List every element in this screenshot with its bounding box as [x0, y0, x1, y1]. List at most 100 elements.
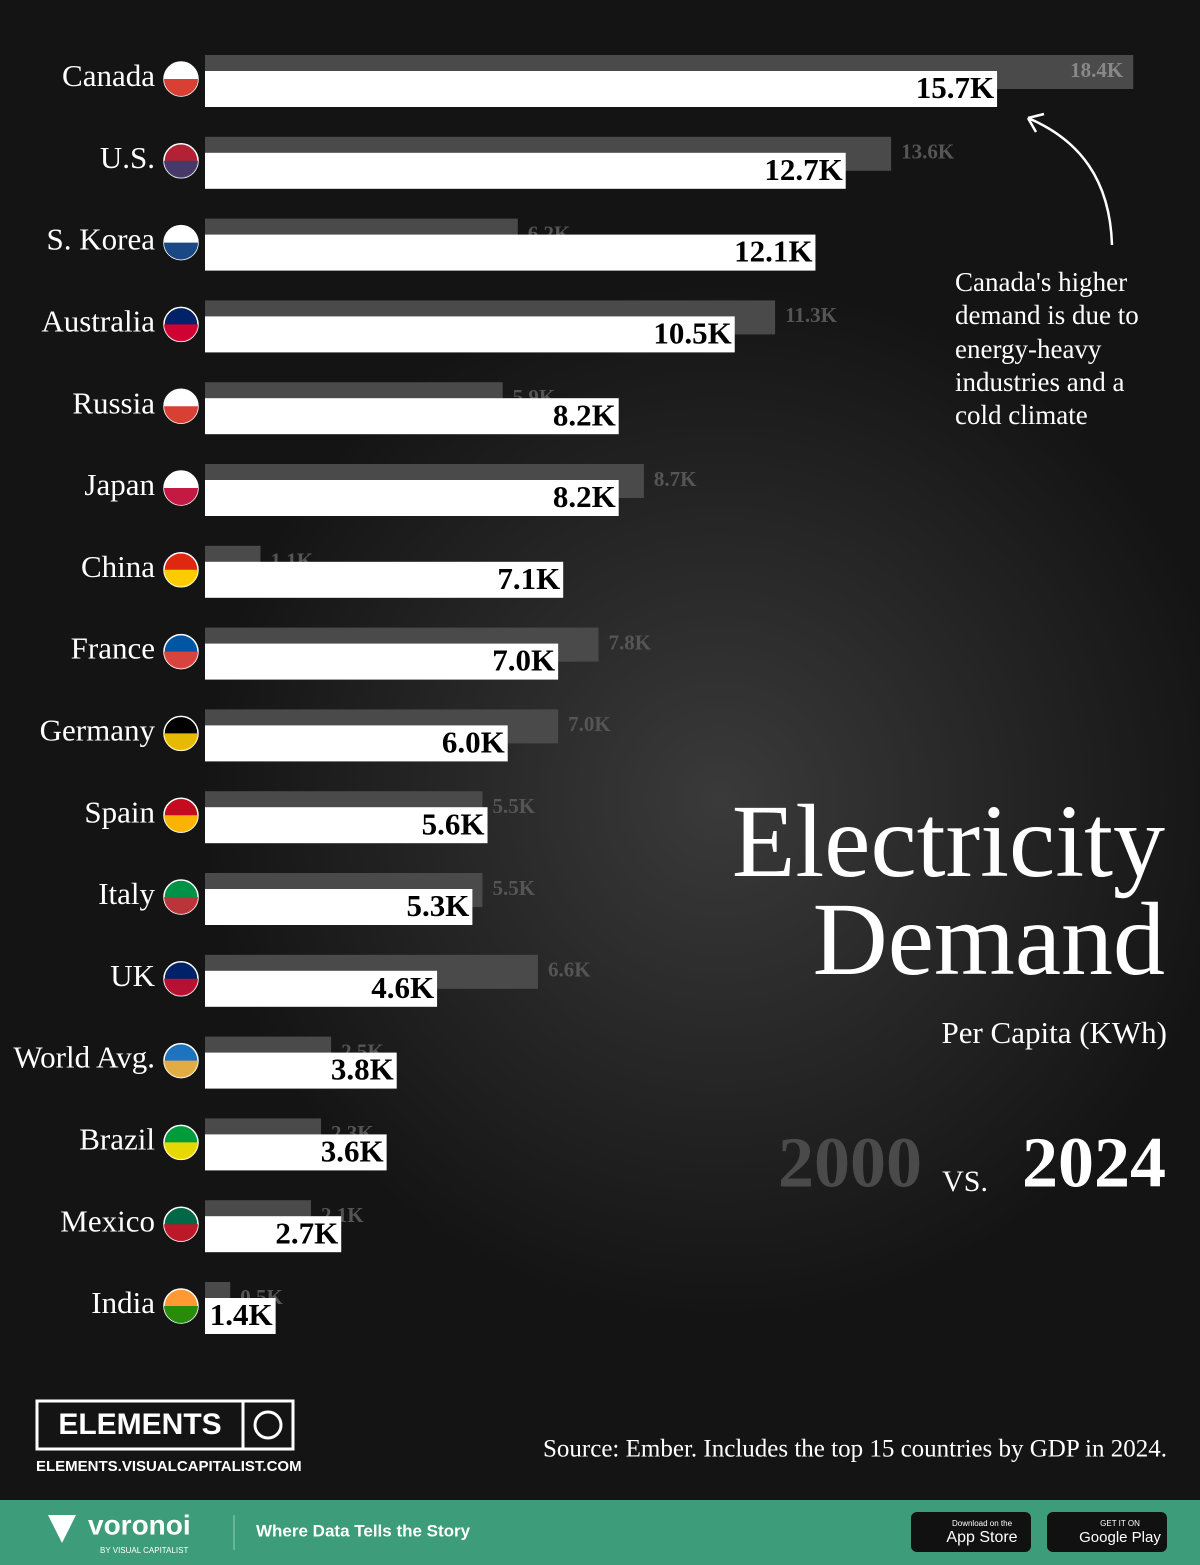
value-label-2000: 8.7K	[654, 467, 697, 491]
flag-detail	[164, 160, 198, 178]
annotation-line: demand is due to	[955, 300, 1139, 330]
subtitle: Per Capita (KWh)	[941, 1015, 1167, 1050]
bars: Canada 18.4K 15.7K U.S. 13.6K 12.7K S. Korea 6.…	[13, 55, 1134, 1334]
bar-2024	[205, 970, 438, 1007]
category-label: Canada	[62, 58, 155, 93]
value-label-2024: 4.6K	[371, 970, 434, 1005]
chart-title: Demand	[813, 882, 1165, 997]
value-label-2024: 5.6K	[422, 806, 485, 841]
google-play: Google Play	[1079, 1529, 1161, 1546]
footer-tagline: Where Data Tells the Story	[256, 1521, 471, 1540]
bar-2024	[205, 561, 564, 598]
bar-2024	[205, 643, 559, 680]
logo-icon	[253, 1410, 283, 1440]
flag-detail	[164, 79, 198, 96]
value-label-2024: 12.7K	[764, 152, 842, 187]
category-label: Italy	[98, 876, 155, 911]
category-label: France	[71, 631, 155, 666]
legend-2000: 2000	[778, 1123, 922, 1203]
flag-detail	[164, 733, 198, 751]
value-label-2000: 5.5K	[492, 876, 535, 900]
category-label: Germany	[40, 713, 156, 748]
value-label-2000: 11.3K	[785, 303, 838, 327]
flag-detail	[164, 651, 198, 669]
flag-detail	[164, 1060, 198, 1078]
source: Source: Ember. Includes the top 15 count…	[543, 1436, 1167, 1463]
category-label: Australia	[41, 304, 155, 339]
bar-2024	[205, 316, 735, 353]
category-label: Japan	[84, 467, 155, 502]
annotation: Canada's higher demand is due to energy-…	[955, 267, 1139, 430]
value-label-2024: 3.6K	[321, 1134, 384, 1169]
annotation-line: energy-heavy	[955, 334, 1102, 364]
value-label-2024: 15.7K	[916, 70, 994, 105]
value-label-2024: 3.8K	[331, 1052, 394, 1087]
footer-logo	[48, 1515, 76, 1543]
annotation-line: cold climate	[955, 400, 1088, 430]
bar-2024	[205, 725, 508, 762]
annotation-line: industries and a	[955, 367, 1124, 397]
value-label-2000: 7.0K	[568, 712, 611, 736]
category-label: China	[81, 549, 155, 584]
bar-2024	[205, 152, 846, 189]
logo-box	[35, 1399, 295, 1451]
legend-2024: 2024	[1022, 1123, 1166, 1203]
flag-detail	[164, 1224, 198, 1242]
category-label: India	[91, 1285, 155, 1320]
value-label-2024: 8.2K	[553, 397, 616, 432]
footer-byline: BY VISUAL CAPITALIST	[100, 1546, 188, 1555]
bar-2024	[205, 1134, 387, 1171]
category-label: Russia	[72, 385, 155, 420]
value-label-2000: 5.5K	[492, 794, 535, 818]
flag-detail	[164, 406, 198, 424]
category-label: S. Korea	[47, 222, 156, 257]
chart-title: Electricity	[732, 784, 1165, 899]
bar-2024	[205, 807, 488, 844]
logo-url: ELEMENTS.VISUALCAPITALIST.COM	[36, 1458, 302, 1475]
flag-detail	[164, 569, 198, 587]
flag-detail	[164, 324, 198, 342]
logo: ELEMENTS	[58, 1408, 221, 1441]
value-label-2000: 18.4K	[1070, 58, 1124, 82]
bar-2024	[205, 71, 998, 107]
category-label: World Avg.	[13, 1040, 155, 1075]
flag-detail	[164, 897, 198, 914]
category-label: U.S.	[100, 140, 155, 175]
category-label: UK	[110, 958, 155, 993]
flag-detail	[164, 815, 198, 833]
bar-2024	[205, 234, 816, 271]
value-label-2024: 8.2K	[553, 479, 616, 514]
value-label-2024: 7.1K	[497, 561, 560, 596]
value-label-2000: 7.8K	[609, 630, 652, 654]
app-store-button[interactable]	[911, 1512, 1031, 1552]
google-play-button[interactable]	[1047, 1512, 1167, 1552]
annotation-arrow	[1026, 112, 1114, 246]
bar-2024	[205, 398, 619, 435]
category-label: Brazil	[79, 1122, 155, 1157]
bar-2024	[205, 1216, 342, 1253]
app-store: App Store	[946, 1529, 1017, 1546]
google-play-small: GET IT ON	[1100, 1519, 1140, 1528]
value-label-2000: 13.6K	[901, 140, 955, 164]
bar-2024	[205, 889, 473, 925]
flag-detail	[164, 1142, 198, 1160]
app-store-small: Download on the	[952, 1519, 1013, 1528]
flag-detail	[164, 488, 198, 505]
category-label: Mexico	[60, 1203, 155, 1238]
flag-detail	[164, 1306, 198, 1323]
value-label-2024: 6.0K	[442, 725, 505, 760]
annotation-line: Canada's higher	[955, 267, 1127, 297]
value-label-2024: 2.7K	[275, 1215, 338, 1250]
value-label-2024: 5.3K	[407, 888, 470, 923]
flag-detail	[164, 978, 198, 996]
bar-2024	[205, 1052, 397, 1089]
value-label-2000: 6.6K	[548, 958, 591, 982]
value-label-2024: 10.5K	[653, 316, 731, 351]
footer-brand: voronoi	[88, 1509, 191, 1540]
bar-2024	[205, 1298, 276, 1334]
value-label-2024: 7.0K	[492, 643, 555, 678]
bar-2024	[205, 480, 619, 516]
flag-detail	[164, 242, 198, 260]
